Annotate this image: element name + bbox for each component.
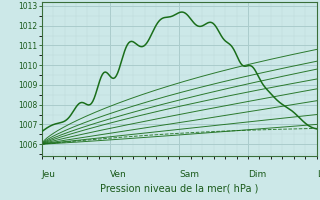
Text: Jeu: Jeu [42, 170, 56, 179]
Text: Dim: Dim [248, 170, 266, 179]
Text: Pression niveau de la mer( hPa ): Pression niveau de la mer( hPa ) [100, 184, 258, 194]
Text: Lun: Lun [317, 170, 320, 179]
Text: Sam: Sam [179, 170, 199, 179]
Text: Ven: Ven [110, 170, 127, 179]
